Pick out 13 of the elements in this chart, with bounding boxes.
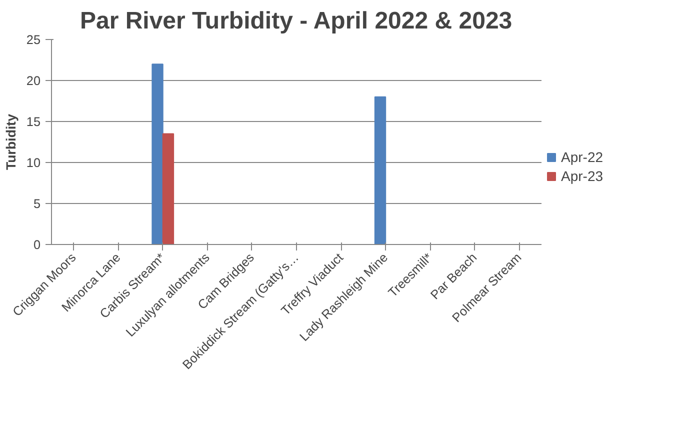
chart-title: Par River Turbidity - April 2022 & 2023 [80,8,512,34]
bar [162,133,174,244]
y-tick-label: 15 [26,115,40,129]
y-tick-label: 25 [26,33,40,47]
y-axis-title: Turbidity [3,113,18,170]
bar [152,64,164,244]
y-tick-label: 20 [26,74,40,88]
legend-label: Apr-23 [561,168,604,184]
legend-label: Apr-22 [561,149,604,165]
y-tick-label: 5 [33,197,41,211]
y-tick-label: 0 [33,238,41,252]
bar [374,96,386,244]
y-tick-label: 10 [26,156,40,170]
